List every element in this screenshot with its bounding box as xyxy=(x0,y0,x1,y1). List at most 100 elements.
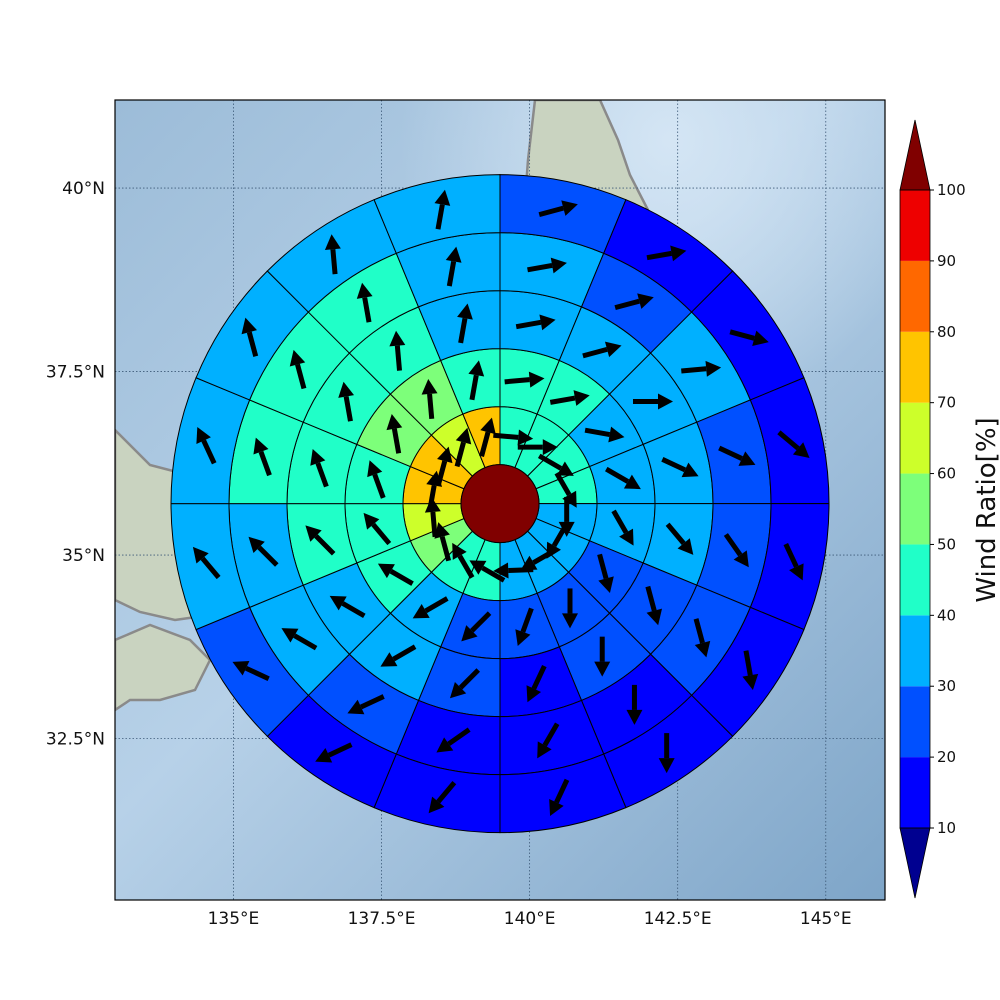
arrow-ring2-seg1 xyxy=(504,371,545,388)
arrow-ring5-seg3 xyxy=(729,329,769,347)
arrow-ring2-seg3 xyxy=(584,426,625,443)
arrow-ring2-seg16 xyxy=(468,360,485,401)
arrow-ring5-seg13 xyxy=(196,427,217,465)
arrow-ring2-seg14 xyxy=(386,413,403,454)
arrow-ring2-seg11 xyxy=(377,563,414,586)
arrow-ring3-seg10 xyxy=(380,644,417,667)
lon-tick-label-2: 140°E xyxy=(504,909,556,929)
arrow-ring2-seg10 xyxy=(412,596,449,619)
arrow-ring1-seg9 xyxy=(469,560,506,583)
map-panel xyxy=(115,100,885,900)
arrow-ring3-seg5 xyxy=(665,522,694,555)
arrow-ring2-seg8 xyxy=(515,607,534,647)
wind-ratio-sectors xyxy=(170,174,830,834)
colorbar-tick-label-3: 40 xyxy=(937,606,956,624)
lat-tick-label-1: 37.5°N xyxy=(46,363,105,383)
colorbar-tick-label-8: 90 xyxy=(937,252,956,270)
arrow-ring2-seg4 xyxy=(605,466,641,490)
lat-tick-label-0: 40°N xyxy=(62,179,105,199)
arrow-ring5-seg8 xyxy=(549,778,570,817)
arrow-ring3-seg15 xyxy=(389,330,406,371)
colorbar-tick-labels: 10 20 30 40 50 60 70 80 90 100 xyxy=(930,181,966,837)
arrow-ring4-seg16 xyxy=(445,246,462,287)
arrow-ring1-seg16 xyxy=(479,417,496,457)
colorbar-title: Wind Ratio[%] xyxy=(972,417,1000,602)
colorbar-tick-label-4: 50 xyxy=(937,535,956,553)
colorbar-tick-label-2: 30 xyxy=(937,677,956,695)
arrow-ring3-seg8 xyxy=(526,664,547,703)
arrow-ring2-seg7 xyxy=(562,588,579,629)
arrow-ring3-seg4 xyxy=(661,457,699,478)
colorbar-segment-1 xyxy=(900,686,930,758)
arrow-ring5-seg10 xyxy=(315,742,353,763)
colorbar-segment-8 xyxy=(900,190,930,261)
colorbar-segments xyxy=(899,119,931,899)
lon-tick-label-3: 142.5°E xyxy=(644,909,712,929)
arrow-ring4-seg11 xyxy=(281,628,318,651)
wind-direction-arrows xyxy=(192,189,810,817)
lat-tick-label-2: 35°N xyxy=(62,546,105,566)
colorbar-segment-3 xyxy=(900,544,930,616)
arrow-ring4-seg15 xyxy=(356,282,373,323)
colorbar-over-extension xyxy=(899,119,931,191)
arrow-ring2-seg6 xyxy=(597,553,614,593)
arrow-ring3-seg13 xyxy=(310,448,329,488)
arrow-ring5-seg4 xyxy=(777,430,810,458)
latitude-tick-labels: 40°N 37.5°N 35°N 32.5°N xyxy=(46,179,105,749)
arrow-ring2-seg5 xyxy=(611,509,634,546)
arrow-ring2-seg13 xyxy=(367,460,386,499)
arrow-ring1-seg10 xyxy=(452,542,475,579)
arrow-ring4-seg10 xyxy=(347,694,385,715)
arrow-ring3-seg1 xyxy=(515,314,556,331)
colorbar-tick-label-9: 100 xyxy=(937,181,966,199)
arrow-ring3-seg2 xyxy=(582,341,622,359)
colorbar-tick-label-6: 70 xyxy=(937,394,956,412)
arrow-ring3-seg7 xyxy=(594,636,611,677)
arrow-ring1-seg14 xyxy=(435,446,453,486)
lon-tick-label-0: 135°E xyxy=(208,909,260,929)
arrow-ring4-seg5 xyxy=(723,533,749,568)
colorbar-under-extension xyxy=(899,827,931,899)
arrow-ring1-seg15 xyxy=(454,427,472,468)
arrow-ring1-seg7 xyxy=(520,548,557,571)
arrow-ring3-seg12 xyxy=(305,525,336,556)
colorbar: 10 20 30 40 50 60 70 80 90 100 Wind Ratio[%] xyxy=(899,119,1000,899)
arrow-ring5-seg2 xyxy=(646,245,687,262)
arrow-ring5-seg9 xyxy=(428,780,457,814)
map-frame xyxy=(114,99,886,901)
arrow-ring2-seg12 xyxy=(363,512,392,546)
arrow-ring5-seg5 xyxy=(783,543,804,581)
arrow-ring5-seg1 xyxy=(538,200,578,218)
arrow-ring2-seg2 xyxy=(549,390,590,406)
arrow-ring3-seg9 xyxy=(449,668,481,699)
arrow-ring5-seg12 xyxy=(192,546,221,580)
colorbar-tick-label-0: 10 xyxy=(937,819,956,837)
lon-tick-label-1: 137.5°E xyxy=(348,909,416,929)
colorbar-tick-label-1: 20 xyxy=(937,748,956,766)
arrow-ring4-seg13 xyxy=(253,437,272,477)
arrow-ring2-seg9 xyxy=(461,611,492,642)
arrow-ring1-seg3 xyxy=(537,453,574,476)
colorbar-segment-2 xyxy=(900,615,930,687)
arrow-ring1-seg2 xyxy=(517,439,558,456)
colorbar-segment-5 xyxy=(900,402,930,474)
arrow-ring5-seg11 xyxy=(232,660,270,682)
arrow-ring1-seg5 xyxy=(558,496,575,537)
colorbar-tick-label-7: 80 xyxy=(937,323,956,341)
arrow-ring5-seg15 xyxy=(324,234,341,275)
arrow-ring5-seg7 xyxy=(658,733,675,774)
center-cell xyxy=(460,464,540,544)
arrow-ring5-seg6 xyxy=(742,650,759,691)
arrow-ring3-seg6 xyxy=(645,585,663,626)
longitude-tick-labels: 135°E 137.5°E 140°E 142.5°E 145°E xyxy=(208,909,852,929)
lat-tick-label-3: 32.5°N xyxy=(46,730,105,750)
arrow-ring4-seg12 xyxy=(248,536,279,567)
colorbar-outline xyxy=(899,189,931,829)
arrow-ring3-seg16 xyxy=(457,303,473,344)
arrow-ring4-seg8 xyxy=(537,722,560,759)
colorbar-segment-7 xyxy=(900,260,930,332)
arrow-ring4-seg2 xyxy=(614,293,654,311)
arrow-ring1-seg4 xyxy=(554,471,577,508)
land-shikoku xyxy=(115,623,212,712)
